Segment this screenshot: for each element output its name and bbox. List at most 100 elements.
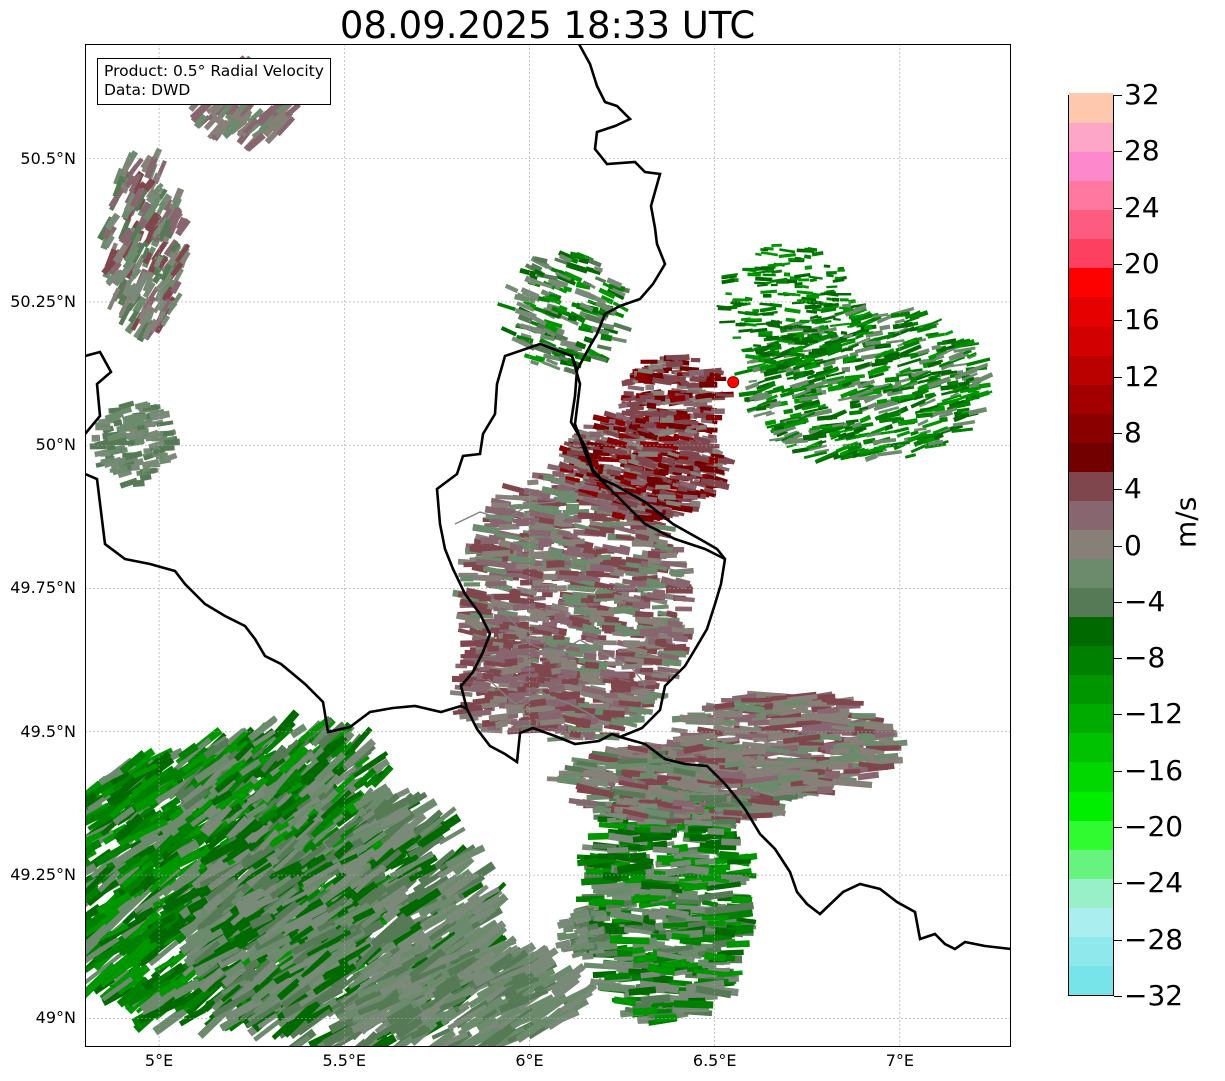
radar-echo-bin [561, 691, 580, 698]
radar-echo-bin [817, 786, 833, 794]
radar-echo-bin [85, 962, 118, 1001]
radar-echo-bin [136, 948, 160, 968]
radar-echo-bin [741, 697, 772, 703]
radar-echo-bin [718, 850, 740, 861]
radar-echo-bin [676, 439, 688, 445]
radar-echo-bin [135, 767, 181, 798]
radar-echo-bin [460, 576, 474, 582]
radar-echo-bin [689, 834, 707, 842]
radar-echo-bin [624, 629, 636, 636]
radar-echo-bin [584, 661, 600, 670]
radar-echo-bin [824, 770, 841, 778]
radar-echo-bin [85, 874, 97, 903]
radar-echo-bin [590, 723, 603, 729]
radar-echo-bin [563, 518, 582, 523]
radar-echo-bin [171, 870, 201, 893]
radar-echo-bin [93, 879, 120, 900]
radar-echo-bin [601, 624, 616, 632]
radar-echo-bin [689, 795, 727, 802]
radar-echo-bin [133, 884, 172, 914]
radar-echo-bin [603, 692, 618, 699]
radar-echo-bin [128, 910, 162, 944]
radar-echo-bin [132, 763, 159, 779]
radar-echo-bin [690, 500, 701, 508]
radar-echo-bin [701, 915, 729, 921]
radar-echo-bin [706, 750, 743, 759]
radar-echo-bin [112, 806, 136, 825]
radar-echo-bin [707, 828, 725, 835]
radar-echo-bin [588, 431, 602, 438]
radar-echo-bin [485, 514, 501, 520]
radar-echo-bin [583, 424, 594, 430]
radar-echo-bin [87, 812, 112, 831]
radar-echo-bin [112, 761, 150, 791]
radar-echo-bin [127, 934, 152, 959]
map-title: 08.09.2025 18:33 UTC [339, 4, 756, 47]
radar-echo-bin [556, 932, 567, 941]
radar-echo-bin [141, 973, 163, 990]
radar-echo-bin [115, 963, 151, 996]
radar-echo-bin [610, 681, 632, 688]
radar-echo-bin [642, 446, 651, 452]
radar-echo-bin [314, 826, 341, 848]
radar-echo-bin [118, 819, 168, 847]
radar-echo-bin [119, 750, 147, 775]
radar-echo-bin [172, 737, 212, 773]
radar-echo-bin [553, 634, 565, 640]
radar-echo-bin [726, 940, 750, 948]
radar-echo-bin [154, 950, 187, 973]
radar-echo-bin [649, 888, 672, 896]
radar-echo-bin [643, 657, 663, 666]
radar-echo-bin [851, 712, 876, 719]
radar-echo-bin [487, 645, 499, 652]
radar-echo-bin [96, 892, 132, 915]
radar-echo-bin [657, 443, 675, 449]
radar-echo-bin [590, 609, 615, 617]
radar-echo-bin [650, 825, 672, 833]
radar-echo-bin [151, 968, 175, 988]
radar-echo-bin [147, 927, 170, 944]
radar-echo-bin [112, 781, 144, 807]
radar-echo-bin [121, 860, 155, 888]
radar-echo-bin [651, 604, 669, 610]
radar-echo-bin [713, 710, 743, 718]
radar-echo-bin [101, 976, 134, 1002]
radar-echo-bin [584, 942, 595, 950]
radar-echo-bin [630, 525, 647, 530]
radar-echo-bin [606, 846, 629, 854]
radar-echo-bin [111, 832, 161, 868]
radar-echo-bin [85, 935, 120, 972]
radar-echo-bin [623, 640, 640, 647]
radar-echo-bin [85, 923, 111, 959]
radar-echo-bin [155, 911, 192, 948]
radar-echo-bin [592, 640, 617, 646]
radar-echo-bin [857, 733, 873, 741]
radar-echo-bin [297, 886, 321, 910]
radar-echo-bin [160, 796, 181, 813]
radar-echo-bin [597, 649, 615, 658]
radar-echo-bin [595, 548, 608, 555]
radar-echo-bin [126, 985, 149, 1003]
radar-echo-bin [675, 606, 693, 612]
radar-echo-bin [504, 658, 518, 667]
radar-echo-bin [491, 502, 509, 509]
radar-echo-bin [502, 633, 517, 640]
radar-echo-bin [638, 568, 658, 575]
radar-echo-bin [125, 919, 163, 956]
radar-echo-bin [85, 780, 103, 803]
radar-echo-bin [552, 470, 565, 478]
radar-echo-bin [100, 966, 127, 988]
radar-echo-bin [597, 853, 630, 860]
radar-echo-bin [673, 1000, 714, 1009]
radar-echo-bin [632, 601, 651, 609]
radar-echo-bin [85, 870, 100, 904]
radar-echo-bin [85, 950, 126, 987]
radar-echo-bin [561, 678, 579, 685]
radar-echo-bin [554, 612, 566, 620]
radar-echo-bin [721, 838, 742, 846]
radar-echo-bin [99, 779, 123, 799]
radar-echo-bin [85, 912, 107, 944]
radar-echo-bin [93, 934, 143, 964]
radar-echo-bin [707, 920, 726, 927]
radar-echo-bin [546, 559, 565, 569]
